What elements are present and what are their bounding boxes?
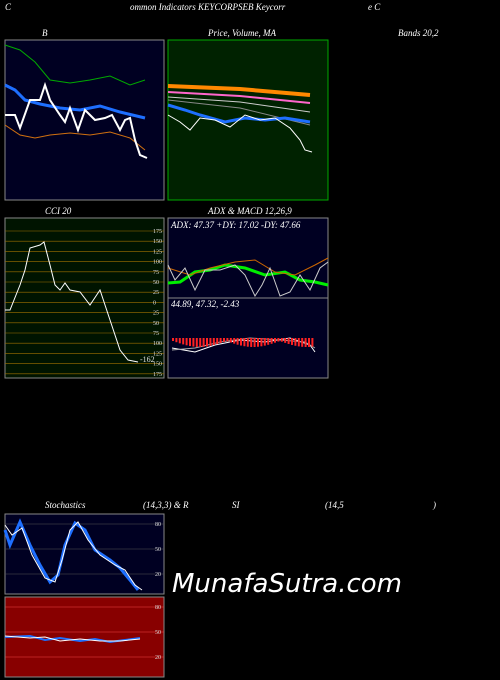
panel	[4, 513, 165, 595]
macd-bar	[175, 338, 178, 343]
tick-label: 50	[153, 280, 159, 286]
macd-bar	[195, 338, 198, 347]
panel-title: (14,3,3) & R	[143, 500, 189, 510]
tick-label: 100	[153, 260, 162, 266]
watermark: MunafaSutra.com	[172, 569, 402, 599]
tick-label: 100	[153, 341, 162, 347]
panel-title: Price, Volume, MA	[207, 28, 276, 38]
macd-bar	[311, 338, 314, 347]
macd-bar	[206, 338, 208, 347]
macd-bar	[308, 338, 310, 347]
header: ommon Indicators KEYCORPSEB Keycorr	[130, 2, 286, 12]
tick-label: 50	[153, 321, 159, 327]
lines	[167, 84, 313, 153]
panel-title: )	[432, 500, 436, 510]
macd-bar	[202, 338, 205, 347]
macd-bar	[301, 338, 304, 347]
panel-title: CCI 20	[45, 206, 72, 216]
tick-label: 150	[153, 362, 162, 368]
macd-bar	[294, 338, 297, 346]
panel-title: ADX & MACD 12,26,9	[207, 206, 292, 216]
tick-label: 125	[153, 351, 162, 357]
tick-label: 175	[153, 372, 162, 378]
macd-bar	[189, 338, 191, 347]
tick-label: 150	[153, 239, 162, 245]
macd-bar	[270, 338, 273, 344]
macd-bar	[246, 338, 249, 347]
macd-bar	[280, 338, 283, 342]
tick-label: 80	[155, 605, 161, 611]
macd-bar	[260, 338, 263, 347]
panel-title: (14,5	[325, 500, 344, 510]
panel-title: Bands 20,2	[398, 28, 439, 38]
macd-bar	[216, 338, 219, 345]
macd-bar	[253, 338, 256, 347]
tick-label: 125	[153, 249, 162, 255]
tick-label: 50	[155, 630, 161, 636]
readout: ADX: 47.37 +DY: 17.02 -DY: 47.66	[170, 220, 301, 230]
tick-label: 75	[153, 331, 159, 337]
macd-bar	[274, 338, 276, 343]
header: e C	[368, 2, 381, 12]
macd-bar	[229, 338, 232, 343]
macd-bars	[172, 338, 314, 347]
macd-bar	[291, 338, 293, 345]
macd-bar	[263, 338, 266, 346]
tick-label: 50	[155, 547, 161, 553]
macd-bar	[304, 338, 307, 347]
macd-bar	[223, 338, 225, 342]
cci-line	[5, 241, 139, 363]
value-label: -162	[140, 355, 155, 364]
lines	[4, 634, 141, 644]
macd-bar	[209, 338, 212, 346]
macd-bar	[212, 338, 215, 346]
tick-label: 25	[153, 290, 159, 296]
tick-label: 20	[155, 655, 161, 661]
macd-bar	[297, 338, 300, 347]
macd-bar	[192, 338, 195, 347]
macd-bar	[233, 338, 236, 344]
macd-bar	[226, 338, 229, 342]
macd-bar	[185, 338, 188, 346]
macd-bar	[284, 338, 287, 343]
panel-title: SI	[232, 500, 241, 510]
macd-bar	[219, 338, 222, 344]
macd-bar	[178, 338, 181, 344]
tick-label: 0	[153, 300, 156, 306]
tick-label: 80	[155, 522, 161, 528]
tick-label: 25	[153, 311, 159, 317]
macd-bar	[240, 338, 242, 346]
macd-bar	[267, 338, 270, 345]
panel-title: B	[42, 28, 48, 38]
macd-bar	[182, 338, 185, 345]
panel	[4, 39, 165, 201]
tick-label: 175	[153, 229, 162, 235]
macd-bar	[287, 338, 290, 344]
lines	[3, 518, 143, 591]
macd-bar	[199, 338, 202, 347]
readout: 44.89, 47.32, -2.43	[171, 299, 240, 309]
macd-bar	[277, 338, 280, 342]
macd-bar	[236, 338, 239, 345]
lines	[4, 44, 148, 159]
tick-label: 75	[153, 270, 159, 276]
macd-bar	[250, 338, 253, 347]
macd-bar	[257, 338, 259, 347]
macd-bar	[243, 338, 246, 347]
panel	[167, 217, 329, 299]
panel-title: Stochastics	[45, 500, 86, 510]
header: C	[5, 2, 12, 12]
macd-bar	[172, 338, 174, 341]
tick-label: 20	[155, 572, 161, 578]
